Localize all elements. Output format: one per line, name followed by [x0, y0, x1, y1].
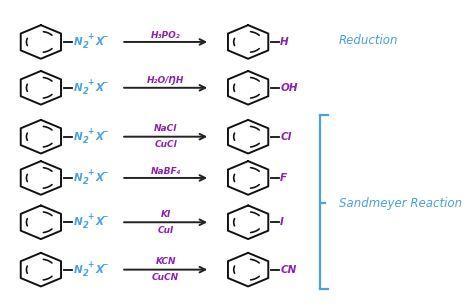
Text: +: +	[87, 32, 94, 41]
Text: CuCl: CuCl	[154, 140, 177, 150]
Text: CuCN: CuCN	[152, 273, 179, 282]
Text: 2: 2	[83, 41, 89, 50]
Text: −: −	[101, 32, 107, 41]
Text: X: X	[95, 173, 103, 183]
Text: H₃PO₂: H₃PO₂	[151, 30, 181, 40]
Text: +: +	[87, 212, 94, 221]
Text: +: +	[87, 78, 94, 87]
Text: H: H	[280, 37, 289, 47]
Text: −: −	[101, 168, 107, 177]
Text: −: −	[101, 78, 107, 87]
Text: +: +	[87, 127, 94, 136]
Text: 2: 2	[83, 136, 89, 145]
Text: 2: 2	[83, 269, 89, 278]
Text: F: F	[280, 173, 287, 183]
Text: KCN: KCN	[155, 257, 176, 266]
Text: X: X	[95, 132, 103, 142]
Text: CuI: CuI	[157, 226, 174, 235]
Text: −: −	[101, 212, 107, 221]
Text: NaBF₄: NaBF₄	[150, 166, 181, 176]
Text: 2: 2	[83, 221, 89, 231]
Text: CN: CN	[280, 265, 297, 275]
Text: H₂O/ŊH: H₂O/ŊH	[147, 76, 184, 85]
Text: 2: 2	[83, 177, 89, 186]
Text: N: N	[74, 83, 82, 93]
Text: OH: OH	[280, 83, 298, 93]
Text: N: N	[74, 173, 82, 183]
Text: 2: 2	[83, 87, 89, 96]
Text: N: N	[74, 265, 82, 275]
Text: Reduction: Reduction	[339, 34, 399, 47]
Text: X: X	[95, 217, 103, 227]
Text: X: X	[95, 265, 103, 275]
Text: Sandmeyer Reaction: Sandmeyer Reaction	[339, 197, 462, 210]
Text: X: X	[95, 37, 103, 47]
Text: +: +	[87, 168, 94, 177]
Text: N: N	[74, 217, 82, 227]
Text: X: X	[95, 83, 103, 93]
Text: I: I	[280, 217, 284, 227]
Text: N: N	[74, 37, 82, 47]
Text: NaCl: NaCl	[154, 124, 177, 133]
Text: −: −	[101, 127, 107, 136]
Text: +: +	[87, 260, 94, 269]
Text: N: N	[74, 132, 82, 142]
Text: −: −	[101, 260, 107, 269]
Text: Cl: Cl	[280, 132, 292, 142]
Text: KI: KI	[161, 210, 171, 219]
